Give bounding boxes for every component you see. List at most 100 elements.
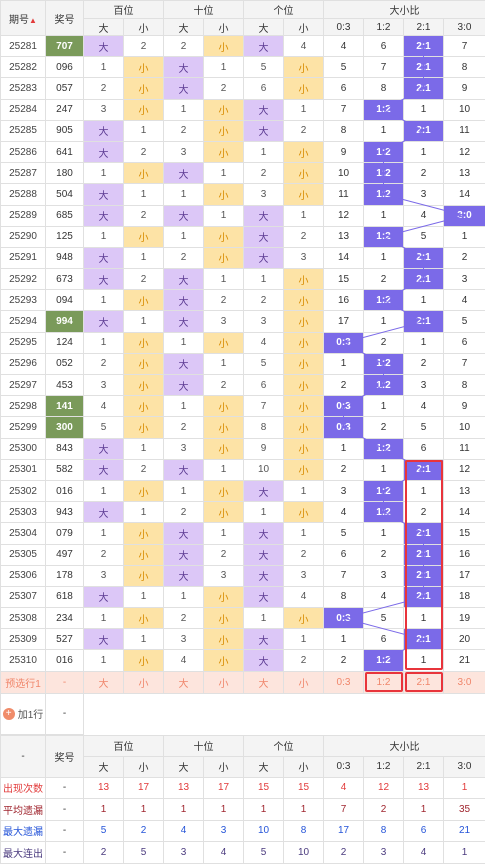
- big-cell: 1: [84, 290, 124, 311]
- ratio-miss-cell: 2: [364, 417, 404, 438]
- ratio-miss-cell: 4: [404, 205, 444, 226]
- period-header[interactable]: 期号▲: [1, 1, 46, 36]
- small-cell: 2: [204, 375, 244, 396]
- big-cell: 大: [244, 523, 284, 544]
- ratio-miss-cell: 1: [364, 459, 404, 480]
- small-cell: 小: [124, 544, 164, 565]
- small-cell: 2: [204, 290, 244, 311]
- stats-value: 3: [364, 842, 404, 864]
- big-cell: 大: [244, 226, 284, 247]
- ratio-hit-cell: 1:2: [364, 650, 404, 671]
- small-cell: 1: [124, 311, 164, 332]
- ratio-hit-cell: 0:3: [324, 608, 364, 629]
- ratio-miss-cell: 1: [324, 353, 364, 374]
- big-cell: 2: [164, 247, 204, 268]
- stats-sub-header: 大: [244, 756, 284, 777]
- predict-cell[interactable]: 小: [204, 671, 244, 693]
- add-row-button[interactable]: + 加1行: [3, 706, 44, 721]
- big-cell: 3: [84, 565, 124, 586]
- big-cell: 大: [84, 459, 124, 480]
- plus-icon: +: [3, 708, 15, 720]
- ratio-miss-cell: 2: [324, 375, 364, 396]
- big-cell: 1: [84, 226, 124, 247]
- small-cell: 2: [284, 226, 324, 247]
- big-cell: 大: [244, 120, 284, 141]
- big-cell: 大: [84, 629, 124, 650]
- big-cell: 大: [244, 205, 284, 226]
- predict-cell[interactable]: 大: [84, 671, 124, 693]
- stats-ratio-header: 0:3: [324, 756, 364, 777]
- small-cell: 小: [284, 417, 324, 438]
- small-cell: 1: [284, 480, 324, 501]
- ratio-hit-cell: 1:2: [364, 163, 404, 184]
- ratio-miss-cell: 3: [364, 565, 404, 586]
- small-cell: 小: [284, 608, 324, 629]
- big-cell: 大: [164, 290, 204, 311]
- predict-label[interactable]: 预选行1: [1, 671, 46, 693]
- ratio-miss-cell: 11: [324, 184, 364, 205]
- ratio-miss-cell: 6: [324, 78, 364, 99]
- small-cell: 小: [124, 290, 164, 311]
- stats-value: 4: [164, 820, 204, 842]
- small-cell: 小: [204, 417, 244, 438]
- period-cell: 25291: [1, 247, 46, 268]
- big-cell: 大: [84, 247, 124, 268]
- big-cell: 1: [84, 650, 124, 671]
- prize-number-cell: 707: [46, 36, 84, 57]
- big-cell: 3: [164, 438, 204, 459]
- stats-value: 1: [444, 842, 485, 864]
- ratio-hit-cell: 1:2: [364, 480, 404, 501]
- predict-ratio[interactable]: 2:1: [404, 671, 444, 693]
- small-cell: 1: [204, 523, 244, 544]
- period-cell: 25306: [1, 565, 46, 586]
- stats-dash: -: [46, 820, 84, 842]
- predict-cell[interactable]: 小: [124, 671, 164, 693]
- stats-value: 5: [124, 842, 164, 864]
- prize-number-cell: 948: [46, 247, 84, 268]
- big-cell: 3: [244, 184, 284, 205]
- predict-ratio[interactable]: 1:2: [364, 671, 404, 693]
- big-cell: 1: [164, 586, 204, 607]
- ratio-hit-cell: 2:1: [404, 120, 444, 141]
- add-row-cell[interactable]: + 加1行: [1, 693, 46, 734]
- small-cell: 小: [284, 78, 324, 99]
- predict-cell[interactable]: 大: [244, 671, 284, 693]
- big-cell: 1: [244, 141, 284, 162]
- big-cell: 2: [84, 544, 124, 565]
- small-cell: 小: [124, 480, 164, 501]
- ratio-hit-cell: 2:1: [404, 78, 444, 99]
- predict-ratio[interactable]: 3:0: [444, 671, 485, 693]
- ratio-miss-cell: 8: [444, 375, 485, 396]
- stats-prize-header: 奖号: [46, 735, 84, 777]
- predict-row[interactable]: 预选行1 - 大 小 大 小 大 小 0:3 1:2 2:1 3:0: [1, 671, 485, 693]
- predict-ratio[interactable]: 0:3: [324, 671, 364, 693]
- small-cell: 2: [284, 650, 324, 671]
- big-cell: 2: [164, 608, 204, 629]
- sort-arrows-icon[interactable]: ▲: [29, 16, 37, 25]
- predict-cell[interactable]: 大: [164, 671, 204, 693]
- prize-number-cell: 453: [46, 375, 84, 396]
- prize-number-cell: 300: [46, 417, 84, 438]
- ratio-header: 2:1: [404, 19, 444, 36]
- small-cell: 小: [204, 36, 244, 57]
- ratio-miss-cell: 8: [444, 57, 485, 78]
- ratio-miss-cell: 21: [444, 650, 485, 671]
- stats-value: 4: [324, 777, 364, 799]
- big-cell: 5: [244, 353, 284, 374]
- ratio-hit-cell: 3:0: [444, 205, 485, 226]
- period-cell: 25298: [1, 396, 46, 417]
- stats-group-header: 个位: [244, 735, 324, 756]
- prize-number-cell: 497: [46, 544, 84, 565]
- small-cell: 1: [124, 184, 164, 205]
- ratio-miss-cell: 7: [444, 36, 485, 57]
- ratio-miss-cell: 1: [324, 438, 364, 459]
- ratio-hit-cell: 2:1: [404, 523, 444, 544]
- predict-cell[interactable]: 小: [284, 671, 324, 693]
- small-cell: 3: [284, 565, 324, 586]
- stats-value: 1: [404, 799, 444, 821]
- group-tens-header: 十位: [164, 1, 244, 19]
